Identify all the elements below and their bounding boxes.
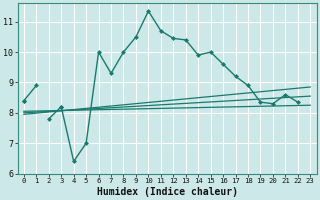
X-axis label: Humidex (Indice chaleur): Humidex (Indice chaleur) [97, 186, 237, 197]
